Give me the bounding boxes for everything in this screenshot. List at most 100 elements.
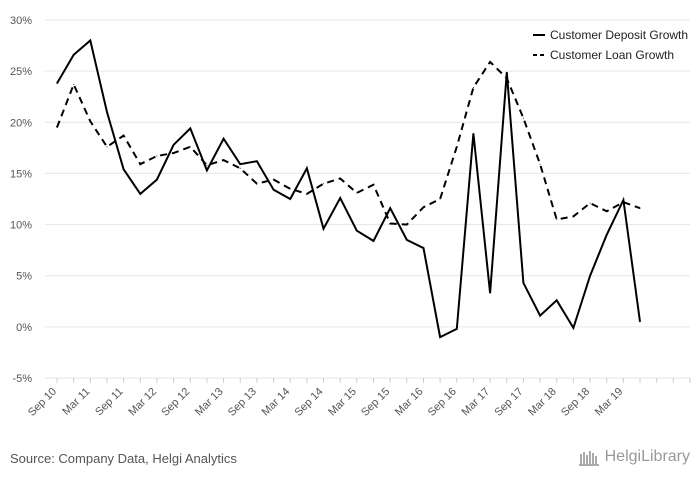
data-point-deposit	[589, 275, 591, 277]
x-tick-label: Sep 14	[293, 386, 326, 419]
data-point-deposit	[356, 230, 358, 232]
data-point-deposit	[206, 169, 208, 171]
data-point-deposit	[189, 127, 191, 129]
data-point-deposit	[472, 133, 474, 134]
series-lines	[56, 38, 641, 339]
data-point-deposit	[539, 315, 541, 317]
data-point-deposit	[223, 138, 225, 140]
data-point-deposit	[456, 328, 458, 330]
data-point-deposit	[572, 327, 574, 329]
y-tick-label: 5%	[16, 271, 32, 283]
legend-label-deposit: Customer Deposit Growth	[550, 28, 688, 42]
data-point-deposit	[56, 82, 58, 84]
x-tick-label: Sep 12	[159, 386, 192, 419]
data-point-loan	[506, 77, 508, 79]
data-point-deposit	[639, 321, 641, 323]
data-point-loan	[106, 146, 108, 148]
x-tick-label: Mar 16	[393, 386, 426, 419]
brand-name: HelgiLibrary	[604, 448, 690, 465]
data-point-deposit	[339, 197, 341, 199]
data-point-loan	[423, 206, 424, 208]
data-point-deposit	[606, 234, 608, 236]
x-tick-label: Sep 11	[93, 386, 126, 419]
data-point-deposit	[389, 207, 391, 209]
legend-label-loan: Customer Loan Growth	[550, 48, 674, 62]
data-point-loan	[639, 207, 641, 209]
data-point-loan	[256, 183, 258, 185]
data-point-loan	[73, 83, 75, 85]
data-point-deposit	[89, 40, 91, 41]
x-tick-label: Mar 17	[460, 386, 493, 419]
grid-lines	[45, 19, 690, 379]
data-point-loan	[323, 183, 324, 185]
data-point-loan	[472, 87, 474, 88]
x-tick-label: Sep 16	[426, 386, 459, 419]
data-point-loan	[389, 223, 391, 224]
x-tick-label: Sep 17	[492, 386, 525, 419]
y-tick-label: 30%	[10, 15, 32, 27]
data-point-loan	[572, 215, 574, 217]
line-chart: 30%25%20%15%10%5%0%-5% Sep 10 Mar 11 Sep 1…	[10, 15, 691, 419]
data-point-loan	[273, 179, 275, 181]
data-point-deposit	[123, 168, 125, 170]
data-point-deposit	[406, 239, 408, 241]
data-point-deposit	[306, 167, 308, 169]
x-tick-label: Mar 12	[126, 386, 159, 419]
y-axis-tick-labels: 30% 25% 20% 15% 10% 5% 0% -5%	[10, 15, 32, 385]
data-point-deposit	[73, 54, 75, 56]
data-point-deposit	[239, 163, 241, 165]
y-tick-label: 20%	[10, 117, 32, 129]
legend: Customer Deposit Growth Customer Loan Gr…	[533, 28, 688, 62]
y-tick-label: -5%	[12, 373, 32, 385]
data-point-deposit	[423, 247, 424, 249]
x-tick-label: Mar 15	[326, 386, 359, 419]
data-point-loan	[406, 224, 408, 226]
y-tick-label: 25%	[10, 66, 32, 78]
data-point-loan	[356, 192, 358, 194]
data-point-loan	[239, 167, 241, 169]
data-point-loan	[589, 202, 591, 204]
y-tick-label: 10%	[10, 220, 32, 232]
x-tick-label: Mar 18	[526, 386, 559, 419]
data-point-loan	[156, 155, 158, 157]
data-point-loan	[622, 201, 624, 203]
data-point-deposit	[506, 71, 508, 73]
series-line-deposit	[56, 38, 641, 339]
x-tick-label: Mar 13	[193, 386, 226, 419]
data-point-deposit	[622, 199, 624, 201]
brand-logo: HelgiLibrary	[578, 448, 690, 466]
data-point-loan	[373, 184, 374, 186]
data-point-loan	[439, 198, 441, 200]
data-point-loan	[289, 188, 291, 190]
x-tick-label: Sep 13	[226, 386, 259, 419]
x-tick-label: Sep 10	[26, 386, 59, 419]
x-axis-tick-labels: Sep 10 Mar 11 Sep 11 Mar 12 Sep 12 Mar 13 Sep …	[26, 378, 691, 419]
data-point-loan	[606, 210, 608, 212]
data-point-deposit	[489, 292, 491, 294]
data-point-loan	[189, 146, 191, 148]
x-tick-label: Sep 15	[359, 386, 392, 419]
data-point-deposit	[106, 111, 108, 113]
data-point-loan	[89, 120, 91, 122]
data-point-deposit	[139, 193, 141, 195]
data-point-deposit	[173, 144, 175, 146]
data-point-loan	[522, 117, 524, 119]
y-tick-label: 0%	[16, 322, 32, 334]
data-point-loan	[556, 219, 558, 220]
data-point-deposit	[273, 189, 275, 191]
series-line-loan	[56, 60, 641, 226]
data-point-loan	[56, 126, 58, 128]
data-point-loan	[123, 135, 125, 137]
data-point-loan	[539, 163, 541, 165]
x-tick-label: Mar 11	[60, 386, 92, 418]
source-note: Source: Company Data, Helgi Analytics	[10, 451, 237, 466]
data-point-deposit	[373, 240, 374, 242]
data-point-loan	[306, 193, 308, 195]
data-point-deposit	[156, 179, 158, 181]
y-tick-label: 15%	[10, 168, 32, 180]
x-tick-label: Mar 14	[260, 386, 293, 419]
data-point-deposit	[439, 336, 441, 338]
data-point-loan	[339, 178, 341, 179]
data-point-deposit	[323, 228, 324, 230]
data-point-deposit	[522, 282, 524, 284]
